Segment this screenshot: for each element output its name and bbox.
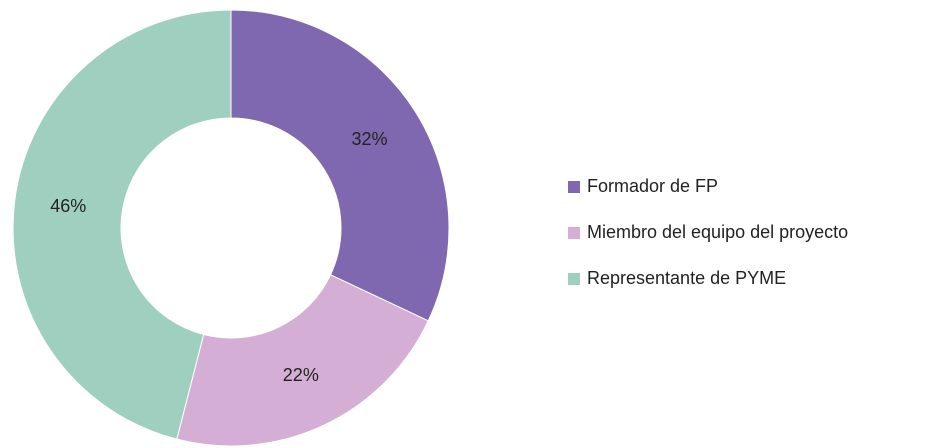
legend-label: Miembro del equipo del proyecto (587, 222, 848, 242)
legend-swatch (568, 181, 580, 193)
donut-slice (12, 9, 232, 440)
legend-swatch (568, 273, 580, 285)
donut-slice (230, 9, 450, 322)
legend-label: Formador de FP (587, 176, 718, 196)
data-label: 32% (351, 129, 387, 149)
legend-swatch (568, 227, 580, 239)
data-label: 22% (283, 365, 319, 385)
donut-slice (176, 274, 429, 447)
data-label: 46% (50, 196, 86, 216)
legend-label: Representante de PYME (587, 268, 786, 288)
